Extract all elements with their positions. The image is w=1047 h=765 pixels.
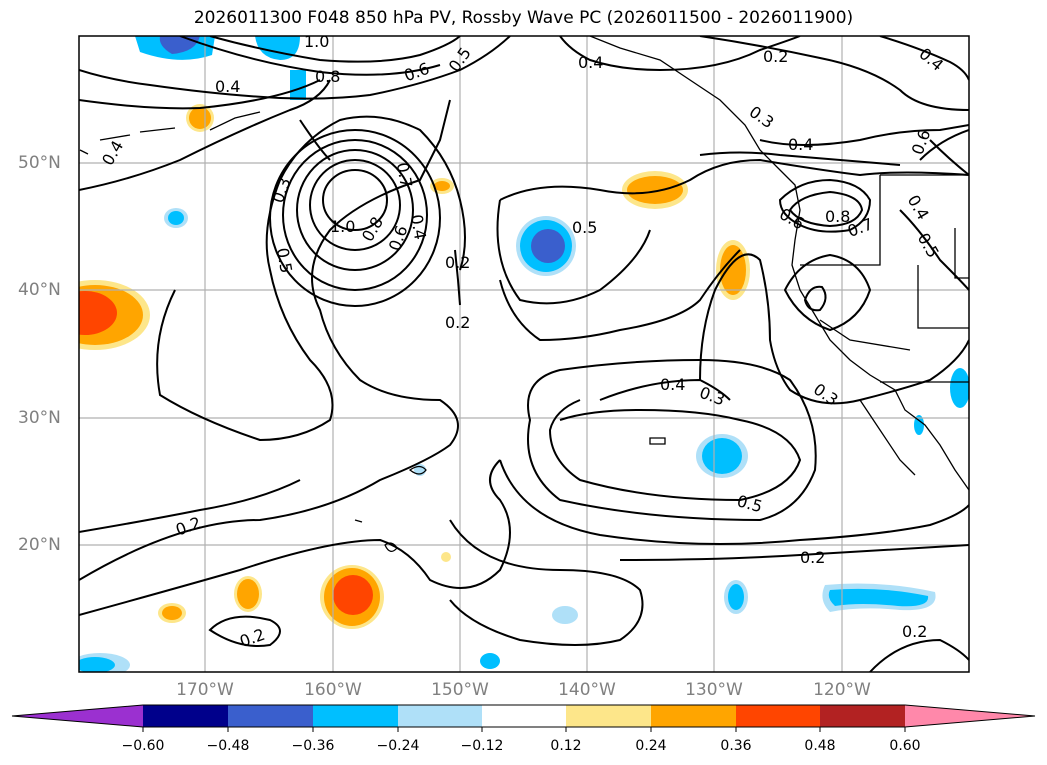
map-area: 1.0 0.8 0.6 0.5 0.4 0.4 0.3 0.5 1.0 0.8 … <box>79 32 969 672</box>
colorbar <box>11 704 1036 732</box>
lon-label-120w: 120°W <box>813 680 871 700</box>
contour-label: 0.5 <box>572 218 597 237</box>
colorbar-tick-label: −0.48 <box>206 738 250 754</box>
contour-label: 0.2 <box>763 47 788 66</box>
lat-label-40n: 40°N <box>18 280 61 300</box>
colorbar-tick-label: 0.48 <box>804 738 836 754</box>
lon-label-140w: 140°W <box>558 680 616 700</box>
lon-label-130w: 130°W <box>685 680 743 700</box>
colorbar-bin <box>651 705 736 727</box>
contour-label: 0.2 <box>800 548 825 567</box>
lon-label-170w: 170°W <box>176 680 234 700</box>
contour-label: 0.8 <box>315 67 340 86</box>
lat-label-50n: 50°N <box>18 153 61 173</box>
colorbar-tick-label: 0.60 <box>889 738 921 754</box>
colorbar-bin <box>398 705 482 727</box>
contour-label: 0.2 <box>902 622 927 641</box>
colorbar-extend-high <box>905 705 1035 727</box>
contour-label: 1.0 <box>304 32 329 51</box>
colorbar-tick-label: 0.24 <box>635 738 667 754</box>
lon-label-160w: 160°W <box>304 680 362 700</box>
contour-label: 0.2 <box>445 253 470 272</box>
lat-label-20n: 20°N <box>18 535 61 555</box>
contour-label: 0.4 <box>578 53 603 72</box>
contour-label: 0.4 <box>788 135 813 154</box>
contour-label: 0.5 <box>273 246 296 274</box>
map-frame <box>78 35 970 673</box>
colorbar-extend-low <box>12 705 143 727</box>
map-title: 2026011300 F048 850 hPa PV, Rossby Wave … <box>193 8 854 28</box>
colorbar-tick-label: 0.12 <box>550 738 582 754</box>
pv-contours <box>79 36 969 672</box>
contour-label: 0.4 <box>407 213 430 241</box>
colorbar-bin <box>482 705 566 727</box>
coastlines <box>79 36 969 552</box>
lon-label-150w: 150°W <box>431 680 489 700</box>
contour-label: 0.4 <box>215 77 240 96</box>
gridlines <box>79 36 969 672</box>
colorbar-tick-label: 0.36 <box>720 738 752 754</box>
colorbar-tick-label: −0.36 <box>291 738 335 754</box>
colorbar-bin <box>736 705 820 727</box>
colorbar-bin <box>313 705 398 727</box>
colorbar-bin <box>228 705 313 727</box>
contour-label: 0.8 <box>825 207 850 226</box>
colorbar-tick-label: −0.12 <box>460 738 504 754</box>
shaded-anomalies <box>79 36 969 672</box>
colorbar-tick-label: −0.60 <box>121 738 165 754</box>
colorbar-bin <box>143 705 228 727</box>
contour-label: 0.7 <box>393 161 416 189</box>
colorbar-tick-label: −0.24 <box>376 738 420 754</box>
contour-label: 0.2 <box>445 313 470 332</box>
lat-label-30n: 30°N <box>18 408 61 428</box>
colorbar-bin <box>566 705 651 727</box>
contour-label: 1.0 <box>330 217 355 236</box>
contour-label: 0.4 <box>660 375 685 394</box>
colorbar-bin <box>820 705 905 727</box>
